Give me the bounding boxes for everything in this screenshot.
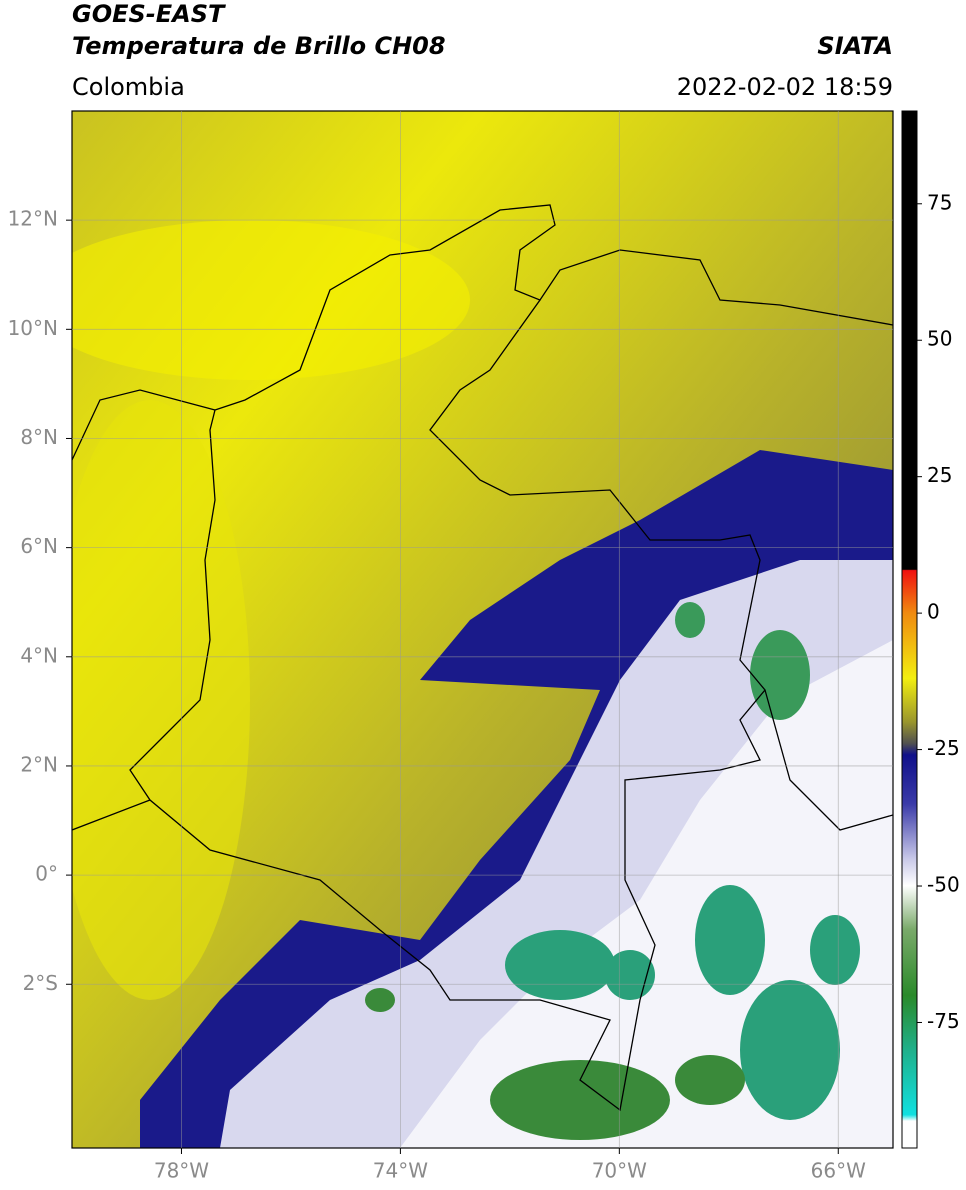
colorbar-tick-label: 25	[927, 463, 952, 487]
subtitle: Temperatura de Brillo CH08	[72, 32, 446, 60]
x-tick-label: 78°W	[154, 1159, 209, 1183]
y-tick-label: 6°N	[20, 534, 58, 558]
y-tick-label: 0°	[35, 862, 58, 886]
y-tick-label: 8°N	[20, 425, 58, 449]
region: Colombia	[72, 73, 185, 101]
y-tick-label: 2°S	[23, 971, 58, 995]
y-tick-label: 2°N	[20, 752, 58, 776]
colorbar-tick-label: 50	[927, 327, 952, 351]
x-tick-label: 74°W	[373, 1159, 428, 1183]
title: GOES-EAST	[72, 0, 226, 28]
colorbar-tick-label: 0	[927, 600, 940, 624]
satellite-image	[72, 111, 893, 1148]
colorbar-tick-label: 75	[927, 190, 952, 214]
y-tick-label: 4°N	[20, 643, 58, 667]
x-tick-label: 70°W	[592, 1159, 647, 1183]
colorbar-tick-label: -25	[927, 736, 960, 760]
timestamp: 2022-02-02 18:59	[677, 73, 893, 101]
colorbar-tick-label: -50	[927, 873, 960, 897]
colorbar-tick-label: -75	[927, 1009, 960, 1033]
colorbar	[901, 110, 918, 1149]
x-tick-label: 66°W	[811, 1159, 866, 1183]
y-tick-label: 12°N	[8, 207, 58, 231]
map-frame	[71, 110, 894, 1149]
y-tick-label: 10°N	[8, 316, 58, 340]
source: SIATA	[817, 32, 893, 60]
